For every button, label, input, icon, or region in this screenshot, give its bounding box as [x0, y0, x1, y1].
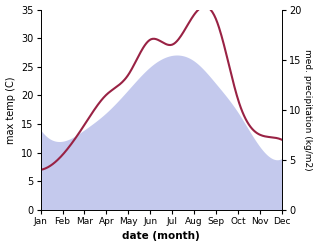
- Y-axis label: max temp (C): max temp (C): [5, 76, 16, 144]
- Y-axis label: med. precipitation (kg/m2): med. precipitation (kg/m2): [303, 49, 313, 171]
- X-axis label: date (month): date (month): [122, 231, 200, 242]
